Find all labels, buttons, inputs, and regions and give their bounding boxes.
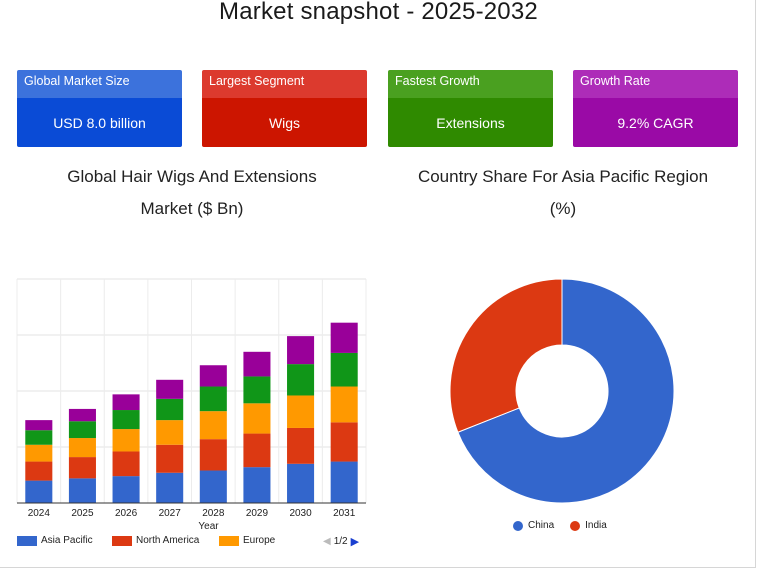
bar-segment[interactable]: [68, 408, 96, 422]
card-fastest-growth: Fastest Growth Extensions: [388, 70, 553, 147]
legend-item[interactable]: China: [513, 520, 554, 531]
bar-segment[interactable]: [25, 461, 53, 481]
card-growth-rate: Growth Rate 9.2% CAGR: [573, 70, 738, 147]
bar-segment[interactable]: [156, 444, 184, 473]
x-axis-label: Year: [198, 521, 219, 532]
x-tick-label: 2025: [71, 508, 94, 519]
bar-segment[interactable]: [156, 379, 184, 399]
x-tick-label: 2027: [159, 508, 182, 519]
legend-label: China: [528, 520, 555, 531]
legend-dot: [513, 520, 523, 531]
bar-segment[interactable]: [156, 398, 184, 421]
pager-text: 1/2: [333, 536, 348, 547]
bar-segment[interactable]: [330, 322, 358, 353]
legend-label: Asia Pacific: [41, 535, 93, 546]
bar-segment[interactable]: [287, 395, 315, 428]
legend-dot: [570, 520, 581, 531]
card-value: Extensions: [388, 98, 553, 147]
card-largest-segment: Largest Segment Wigs: [202, 70, 367, 147]
legend-item[interactable]: Europe: [219, 535, 275, 546]
x-tick-label: 2029: [246, 508, 269, 519]
bar-segment[interactable]: [68, 438, 96, 458]
bar-segment[interactable]: [25, 444, 53, 462]
donut-chart-legend: China India: [513, 520, 623, 531]
legend-item[interactable]: North America: [112, 535, 199, 546]
bar-segment[interactable]: [68, 457, 96, 479]
donut-chart-title-line2: (%): [549, 199, 577, 218]
bar-segment[interactable]: [243, 351, 271, 377]
bar-segment[interactable]: [330, 461, 358, 503]
x-tick-label: 2024: [28, 508, 51, 519]
legend-swatch: [17, 535, 37, 546]
bar-segment[interactable]: [287, 427, 315, 464]
bar-segment[interactable]: [112, 429, 140, 452]
bar-segment[interactable]: [243, 433, 271, 468]
donut-slice[interactable]: [449, 278, 563, 433]
x-tick-label: 2026: [115, 508, 138, 519]
donut-chart-title-line1: Country Share For Asia Pacific Region: [417, 167, 709, 186]
bar-segment[interactable]: [25, 420, 53, 431]
card-global-market-size: Global Market Size USD 8.0 billion: [17, 70, 182, 147]
legend-label: North America: [136, 535, 200, 546]
bar-segment[interactable]: [25, 480, 53, 503]
card-value: 9.2% CAGR: [573, 98, 738, 147]
legend-label: India: [585, 520, 607, 531]
donut-chart-title: Country Share For Asia Pacific Region (%…: [388, 161, 738, 225]
card-label: Growth Rate: [573, 70, 738, 98]
bar-segment[interactable]: [112, 394, 140, 411]
bar-segment[interactable]: [156, 420, 184, 445]
bar-segment[interactable]: [330, 422, 358, 462]
x-tick-label: 2030: [289, 508, 312, 519]
bar-segment[interactable]: [199, 470, 227, 503]
bar-segment[interactable]: [199, 365, 227, 387]
x-tick-label: 2031: [333, 508, 356, 519]
legend-item[interactable]: Asia Pacific: [17, 535, 93, 546]
bar-segment[interactable]: [243, 376, 271, 404]
legend-swatch: [219, 535, 239, 546]
card-value: Wigs: [202, 98, 367, 147]
bar-chart-title-line2: Market ($ Bn): [140, 199, 244, 218]
page-title: Market snapshot - 2025-2032: [219, 0, 538, 25]
card-value: USD 8.0 billion: [17, 98, 182, 147]
bar-segment[interactable]: [243, 403, 271, 434]
bar-segment[interactable]: [156, 472, 184, 503]
bar-segment[interactable]: [68, 421, 96, 439]
legend-pager: ◀ 1/2 ▶: [323, 535, 359, 548]
bar-segment[interactable]: [112, 451, 140, 477]
bar-chart-title: Global Hair Wigs And Extensions Market (…: [17, 161, 367, 225]
card-label: Fastest Growth: [388, 70, 553, 98]
bar-segment[interactable]: [199, 386, 227, 412]
donut-slice[interactable]: [457, 278, 675, 504]
bar-segment[interactable]: [287, 364, 315, 396]
bar-segment[interactable]: [199, 439, 227, 471]
bar-segment[interactable]: [243, 467, 271, 503]
bar-segment[interactable]: [112, 476, 140, 503]
pager-prev-icon[interactable]: ◀: [323, 536, 331, 547]
bar-segment[interactable]: [330, 352, 358, 387]
bar-segment[interactable]: [287, 463, 315, 503]
bar-segment[interactable]: [199, 411, 227, 440]
bar-segment[interactable]: [112, 410, 140, 430]
bar-segment[interactable]: [25, 430, 53, 445]
legend-label: Europe: [243, 535, 276, 546]
x-tick-label: 2028: [202, 508, 225, 519]
legend-swatch: [112, 535, 132, 546]
pager-next-icon[interactable]: ▶: [350, 536, 360, 548]
legend-item[interactable]: India: [570, 520, 607, 531]
bar-segment[interactable]: [68, 478, 96, 503]
bar-segment[interactable]: [287, 336, 315, 365]
bar-segment[interactable]: [330, 386, 358, 423]
card-label: Largest Segment: [202, 70, 367, 98]
bar-chart-title-line1: Global Hair Wigs And Extensions: [67, 167, 317, 186]
card-label: Global Market Size: [17, 70, 182, 98]
